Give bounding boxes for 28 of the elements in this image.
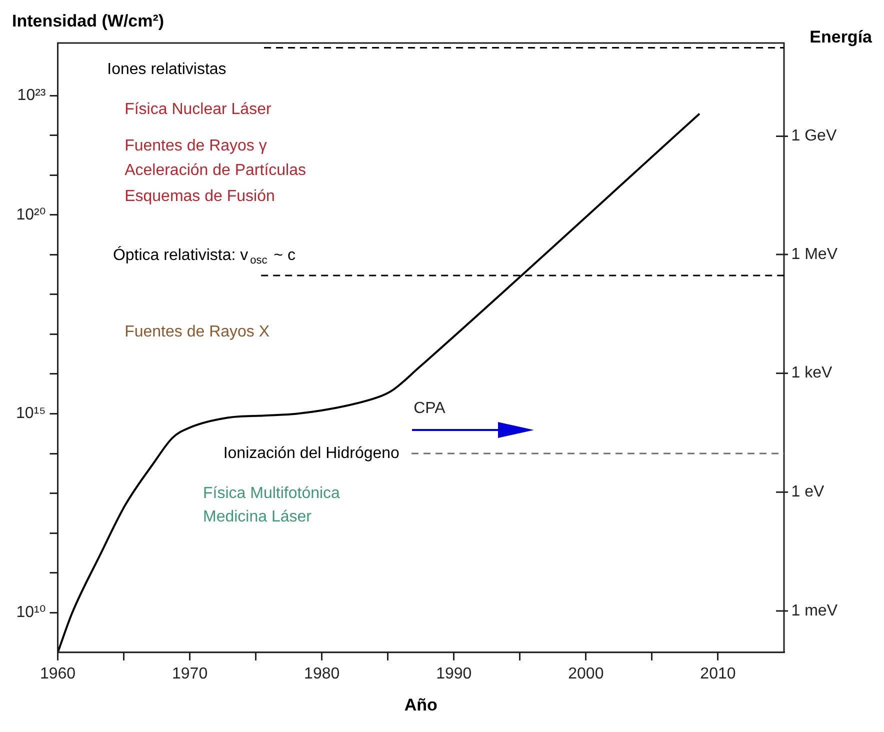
x-axis-title: Año [404, 695, 438, 714]
text: 1 eV [791, 484, 825, 501]
ref-line-label: Ionización del Hidrógeno [223, 444, 400, 462]
x-tick-label: 1970 [172, 665, 208, 682]
y-tick-label: 10¹⁵ [16, 405, 46, 422]
y-tick-label: 10²⁰ [16, 206, 46, 224]
text: 1 keV [791, 364, 833, 382]
text: 1 meV [791, 602, 838, 620]
text: 1 GeV [791, 128, 837, 145]
text: 1 MeV [791, 246, 838, 263]
annotation: Física Multifotónica [203, 484, 340, 502]
y-tick-label: 10²³ [17, 86, 46, 104]
y2-axis-title: Energía [810, 28, 873, 47]
y-axis-title: Intensidad (W/cm²) [12, 12, 164, 31]
annotation: Medicina Láser [203, 508, 312, 526]
y-tick-label: 10¹⁰ [16, 604, 46, 622]
x-tick-label: 2010 [700, 665, 736, 682]
annotation: Aceleración de Partículas [124, 162, 306, 179]
annotation: Esquemas de Fusión [124, 188, 275, 205]
annotation: Física Nuclear Láser [124, 100, 272, 118]
annotation: Fuentes de Rayos X [124, 323, 270, 340]
x-tick-label: 2000 [568, 665, 604, 682]
x-tick-label: 1990 [436, 665, 472, 682]
x-tick-label: 1960 [40, 665, 76, 682]
annotation: CPA [414, 400, 446, 418]
x-tick-label: 1980 [304, 665, 340, 682]
ref-line-label: Iones relativistas [107, 61, 226, 78]
annotation: Fuentes de Rayos γ [124, 137, 267, 154]
